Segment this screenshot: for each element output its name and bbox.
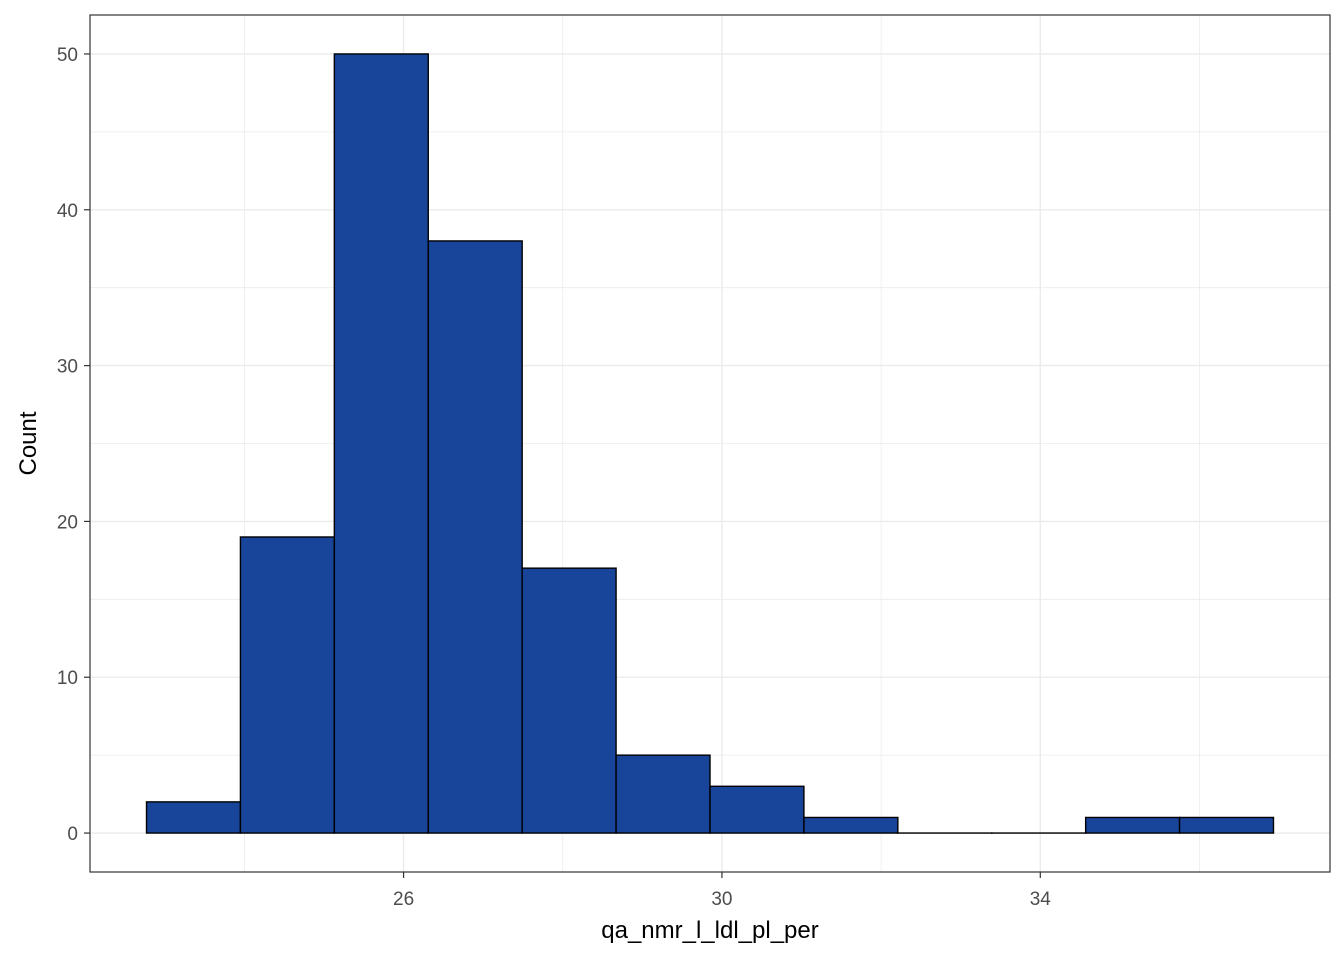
x-axis: 26 30 34 — [393, 872, 1051, 910]
histogram-bar — [615, 754, 711, 834]
histogram-bar — [1178, 816, 1275, 834]
y-tick-label: 40 — [57, 201, 78, 222]
x-tick-label: 34 — [1030, 889, 1052, 910]
histogram-bar — [427, 240, 523, 834]
x-axis-title: qa_nmr_l_ldl_pl_per — [601, 917, 818, 944]
histogram-bars — [145, 53, 1275, 834]
y-tick-label: 20 — [57, 512, 78, 533]
y-tick-label: 10 — [57, 668, 78, 689]
y-tick-label: 0 — [67, 824, 78, 845]
histogram-bar — [1084, 816, 1181, 834]
x-tick-label: 30 — [711, 889, 732, 910]
y-tick-label: 50 — [57, 45, 78, 66]
y-tick-label: 30 — [57, 357, 78, 378]
panel-border — [89, 14, 1331, 873]
histogram-bar — [521, 567, 617, 834]
minor-gridlines — [90, 15, 1330, 872]
y-axis: 0 10 20 30 40 50 — [57, 45, 90, 845]
y-axis-title: Count — [15, 411, 42, 475]
histogram-bar — [709, 785, 805, 834]
histogram-bar — [239, 536, 336, 834]
x-tick-label: 26 — [393, 889, 414, 910]
histogram-bar — [333, 53, 429, 834]
histogram-bar — [803, 816, 899, 834]
histogram-bar — [145, 801, 242, 834]
